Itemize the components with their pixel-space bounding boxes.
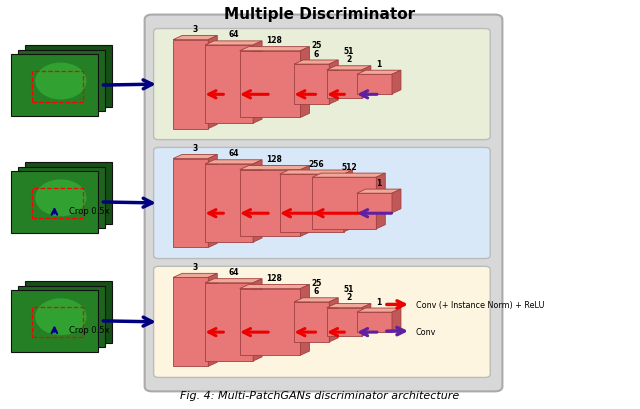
Polygon shape	[209, 155, 218, 248]
Polygon shape	[357, 190, 401, 194]
Polygon shape	[240, 47, 310, 52]
Text: 256: 256	[308, 159, 324, 168]
Polygon shape	[205, 164, 253, 243]
Polygon shape	[312, 174, 385, 178]
Text: 64: 64	[228, 30, 239, 39]
Polygon shape	[240, 52, 301, 118]
Text: Fig. 4: Multi-PatchGANs discriminator architecture: Fig. 4: Multi-PatchGANs discriminator ar…	[180, 390, 460, 400]
Polygon shape	[357, 194, 392, 213]
Polygon shape	[173, 36, 218, 40]
Polygon shape	[301, 166, 310, 237]
Text: 3: 3	[193, 25, 198, 34]
Text: 1: 1	[376, 178, 381, 187]
Text: Conv: Conv	[416, 327, 436, 336]
Text: 1: 1	[376, 297, 381, 306]
Polygon shape	[240, 166, 310, 170]
Polygon shape	[253, 42, 262, 124]
FancyBboxPatch shape	[154, 148, 490, 259]
Polygon shape	[18, 167, 105, 229]
Text: 128: 128	[267, 36, 282, 45]
Polygon shape	[25, 163, 112, 224]
Polygon shape	[329, 298, 339, 342]
Text: Crop 0.5x: Crop 0.5x	[69, 207, 109, 216]
Polygon shape	[344, 171, 353, 232]
Text: 51
2: 51 2	[344, 284, 354, 301]
Polygon shape	[25, 281, 112, 343]
Polygon shape	[327, 67, 371, 71]
Polygon shape	[392, 71, 401, 94]
Polygon shape	[280, 175, 344, 232]
Polygon shape	[294, 302, 329, 342]
Polygon shape	[205, 279, 262, 283]
Text: 1: 1	[376, 60, 381, 69]
Polygon shape	[357, 71, 401, 75]
Polygon shape	[11, 172, 98, 233]
Polygon shape	[329, 61, 339, 105]
FancyBboxPatch shape	[154, 267, 490, 378]
FancyBboxPatch shape	[145, 16, 502, 391]
Text: 51
2: 51 2	[344, 47, 354, 64]
Polygon shape	[392, 190, 401, 213]
Polygon shape	[11, 290, 98, 352]
Polygon shape	[18, 286, 105, 347]
Text: 25
6: 25 6	[311, 279, 321, 296]
Polygon shape	[280, 171, 353, 175]
Polygon shape	[294, 298, 339, 302]
Polygon shape	[253, 279, 262, 361]
Polygon shape	[209, 36, 218, 129]
Polygon shape	[173, 278, 209, 366]
Polygon shape	[312, 178, 376, 229]
Polygon shape	[173, 155, 218, 159]
Polygon shape	[392, 308, 401, 332]
Polygon shape	[327, 71, 362, 99]
Text: 3: 3	[193, 144, 198, 153]
Polygon shape	[294, 65, 329, 105]
Ellipse shape	[35, 299, 86, 335]
Polygon shape	[327, 304, 371, 308]
Polygon shape	[25, 46, 112, 108]
Polygon shape	[294, 61, 339, 65]
Ellipse shape	[35, 180, 86, 217]
Polygon shape	[376, 174, 385, 229]
Text: 3: 3	[193, 262, 198, 271]
Polygon shape	[327, 308, 362, 336]
Polygon shape	[11, 55, 98, 117]
Ellipse shape	[35, 63, 86, 100]
Polygon shape	[205, 160, 262, 164]
Text: Multiple Discriminator: Multiple Discriminator	[225, 7, 415, 22]
Polygon shape	[357, 308, 401, 312]
Polygon shape	[301, 285, 310, 355]
Polygon shape	[205, 46, 253, 124]
Polygon shape	[209, 274, 218, 366]
Text: Crop 0.5x: Crop 0.5x	[69, 325, 109, 334]
Text: 128: 128	[267, 273, 282, 282]
Polygon shape	[240, 289, 301, 355]
Polygon shape	[357, 75, 392, 94]
Polygon shape	[18, 51, 105, 112]
Polygon shape	[240, 285, 310, 289]
Text: 64: 64	[228, 267, 239, 276]
Polygon shape	[173, 40, 209, 129]
Polygon shape	[173, 159, 209, 248]
Polygon shape	[253, 160, 262, 243]
Polygon shape	[205, 283, 253, 361]
Polygon shape	[173, 274, 218, 278]
Text: 512: 512	[341, 162, 356, 171]
Polygon shape	[301, 47, 310, 118]
Text: 64: 64	[228, 149, 239, 158]
Polygon shape	[240, 170, 301, 237]
Polygon shape	[362, 67, 371, 99]
FancyBboxPatch shape	[154, 29, 490, 140]
Polygon shape	[362, 304, 371, 336]
Text: 128: 128	[267, 155, 282, 164]
Text: Conv (+ Instance Norm) + ReLU: Conv (+ Instance Norm) + ReLU	[416, 300, 545, 309]
Text: 25
6: 25 6	[311, 41, 321, 58]
Polygon shape	[357, 312, 392, 332]
Polygon shape	[205, 42, 262, 46]
